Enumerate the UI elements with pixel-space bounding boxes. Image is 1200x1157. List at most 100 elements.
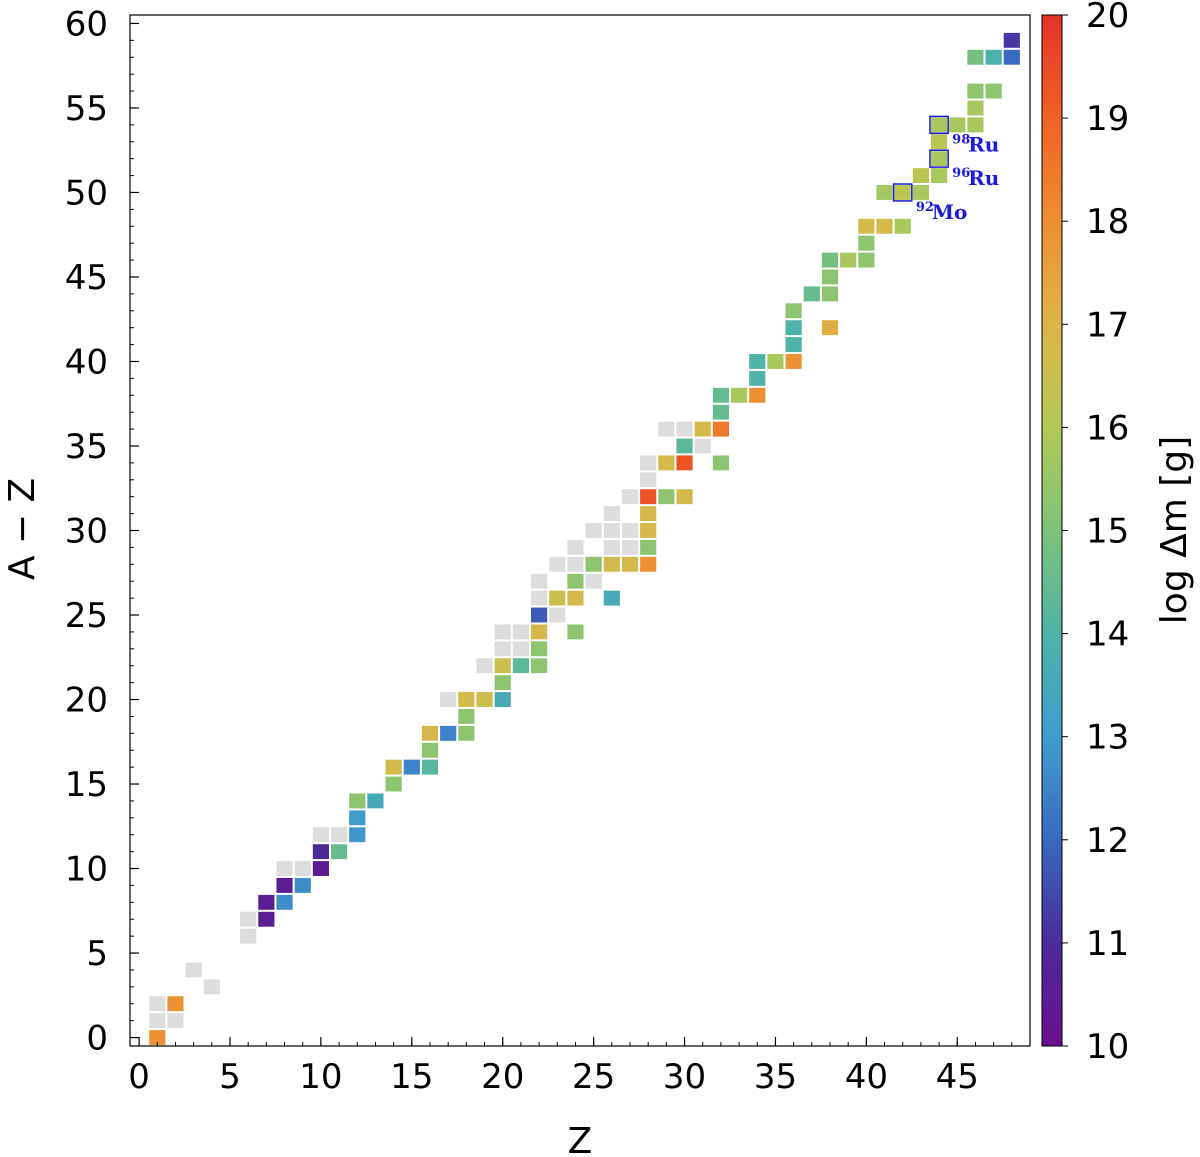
nuclide-cell [712,387,729,403]
nuclide-cell [712,421,729,437]
nuclide-cell [967,83,984,99]
y-tick-label: 35 [65,427,108,467]
y-tick-label: 20 [65,681,108,721]
nuclide-cell [640,523,657,538]
nuclide-cell [785,354,802,369]
nuclide-cell [821,286,839,302]
x-axis-label: Z [568,1121,593,1157]
nuclide-cell [803,286,820,302]
y-tick-label: 30 [65,512,108,552]
nuclide-cell [585,523,602,538]
nuclide-cell [931,168,948,184]
nuclide-cell [567,556,584,572]
nuclide-annotation-mass: 98 [952,132,970,147]
highlight-box [929,115,949,135]
nuclide-cell [931,134,948,150]
cells-layer [149,32,1020,1045]
nuclide-cell [531,590,548,606]
x-tick-label: 15 [390,1057,433,1097]
nuclide-cell [676,421,693,437]
nuclide-cell [603,523,620,538]
colorbar-tick-label: 15 [1086,512,1129,552]
nuclide-cell [494,658,511,674]
nuclide-cell [621,556,639,572]
nuclide-cell [476,658,493,674]
nuclide-annotation-mass: 96 [952,166,970,181]
colorbar-tick-label: 10 [1086,1027,1129,1067]
nuclide-cell [258,894,275,910]
nuclide-cell [367,793,384,809]
nuclide-cell [894,218,911,234]
nuclide-cell [603,539,620,555]
nuclide-cell [603,506,620,522]
nuclide-cell [749,354,766,369]
nuclide-cell [567,573,584,589]
nuclide-cell [494,675,511,691]
colorbar-gradient [1041,14,1063,1047]
nuclide-cell [785,303,802,319]
x-tick-label: 30 [663,1057,706,1097]
nuclide-cell [458,725,475,741]
nuclide-cell [694,438,711,454]
y-tick-label: 55 [65,89,108,129]
highlight-box [892,183,913,202]
x-tick-label: 25 [572,1057,615,1097]
colorbar-tick-label: 18 [1086,202,1129,242]
nuclide-cell [785,337,802,353]
colorbar-tick-label: 19 [1086,99,1129,139]
nuclide-cell [385,759,402,775]
x-tick-label: 45 [936,1057,979,1097]
nuclide-cell [967,100,984,116]
nuclide-cell [621,539,639,555]
nuclide-cell [494,624,511,640]
nuclide-cell [421,725,439,741]
nuclide-cell [149,1013,166,1029]
nuclide-cell [167,1013,184,1029]
nuclide-cell [567,590,584,606]
nuclide-cell [258,911,275,927]
nuclide-cell [712,455,729,471]
nuclide-cell [331,844,348,860]
nuclide-cell [349,827,366,843]
y-tick-label: 0 [86,1019,108,1059]
nuclide-cell [512,658,529,674]
nuclide-cell [312,827,329,843]
nuclide-annotation-mass: 92 [916,200,934,215]
y-tick-label: 5 [86,934,108,974]
x-tick-label: 0 [128,1057,150,1097]
nuclide-cell [421,742,439,758]
nuclide-cell [640,455,657,471]
nuclide-cell [640,506,657,522]
colorbar-tick-label: 12 [1086,821,1129,861]
colorbar-tick-label: 20 [1086,0,1129,36]
colorbar-tick-label: 17 [1086,305,1129,345]
nuclide-cell [331,827,348,843]
nuclide-cell [476,692,493,707]
y-tick-label: 40 [65,342,108,382]
nuclide-cell [421,759,439,775]
colorbar-tick-label: 13 [1086,718,1129,758]
x-tick-label: 10 [299,1057,342,1097]
nuclide-cell [712,404,729,420]
nuclide-cell [931,117,948,133]
nuclide-cell [676,438,693,454]
nuclide-cell [549,607,566,623]
colorbar: 10 11 12 13 14 15 16 17 18 19 20 [1041,0,1129,1067]
nuclide-cell [203,979,220,995]
nuclide-cell [1003,32,1020,48]
nuclide-cell [731,387,748,403]
nuclide-cell [403,759,420,775]
nuclide-cell [621,489,639,505]
nuclide-cell [603,590,620,606]
nuclide-cell [749,387,766,403]
y-tick-label: 15 [65,765,108,805]
nuclide-cell [276,877,293,893]
nuclide-cell [531,641,548,657]
nuclide-cell [676,489,693,505]
nuclide-cell [458,708,475,724]
nuclide-cell [185,962,202,978]
nuclide-annotation-symbol: Ru [968,166,999,190]
nuclide-cell [694,421,711,437]
nuclide-cell [567,539,584,555]
